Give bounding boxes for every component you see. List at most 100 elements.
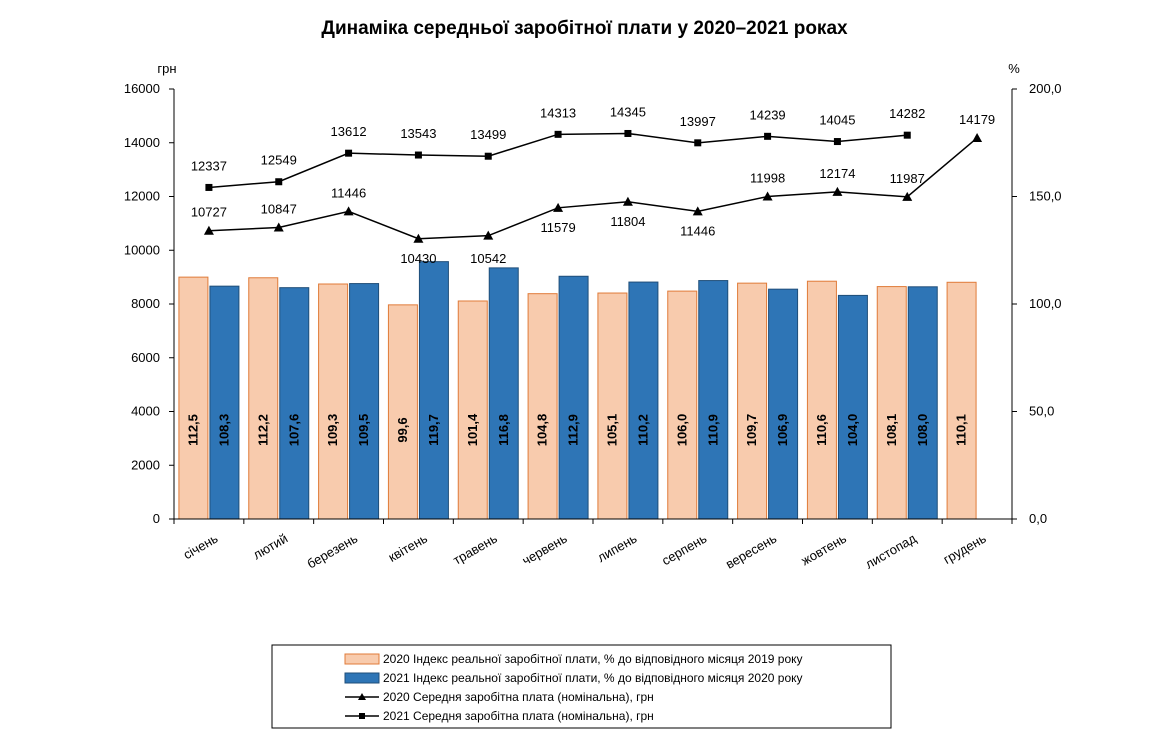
x-axis: січень лютий березень квітень травень червень… [173,518,1013,572]
line-2021-value-label: 12337 [191,158,227,173]
left-tick-label: 0 [153,511,160,526]
bar-value-label: 110,1 [954,414,969,446]
right-tick-label: 100,0 [1029,296,1062,311]
line-2020-value-label: 11579 [540,220,575,235]
bar-value-label: 112,2 [255,414,270,446]
line-2020-value-label: 10430 [400,251,436,266]
bar-2021 [628,281,659,520]
x-tick-label: лютий [250,531,290,563]
bar-value-label: 101,4 [465,413,480,446]
bar-2021 [349,283,380,520]
legend-label: 2021 Індекс реальної заробітної плати, %… [383,671,803,685]
line-2021-value-label: 13543 [400,126,436,141]
bar-2020 [597,292,628,520]
legend-label: 2021 Середня заробітна плата (номінальна… [383,709,654,723]
left-tick-label: 6000 [131,350,160,365]
bar-2021 [768,288,799,520]
bar-2021 [558,275,589,520]
legend-swatch [344,672,380,684]
bar-value-label: 109,3 [325,414,340,447]
bar-value-label: 110,9 [705,414,720,446]
point-2020 [413,233,424,243]
line-2021-value-label: 14345 [610,104,646,119]
bar-2021 [418,261,449,520]
line-2020-value-label: 11804 [610,214,645,229]
line-2020-value-label: 14179 [959,112,995,127]
right-tick-label: 150,0 [1029,189,1062,204]
bar-value-label: 107,6 [286,414,301,447]
left-tick-label: 8000 [131,296,160,311]
point-2021 [414,151,422,159]
line-2021-value-label: 13997 [680,114,716,129]
left-tick-label: 10000 [124,242,160,257]
point-2020 [692,206,703,216]
x-tick-label: липень [595,530,640,565]
x-tick-label: січень [181,530,221,562]
lines-layer: 12337 12549 13612 13543 13499 14313 14345 13997… [191,104,995,266]
right-tick-label: 50,0 [1029,404,1054,419]
bar-2020 [318,283,349,520]
right-tick-label: 200,0 [1029,81,1062,96]
line-2020-value-label: 11987 [890,171,925,186]
x-tick-label: листопад [863,530,920,571]
bar-value-label: 109,5 [356,414,371,447]
bar-value-label: 110,2 [635,414,650,446]
bar-2020 [248,277,279,520]
bar-2020 [946,281,977,520]
x-tick-label: березень [304,530,360,571]
bar-2020 [527,293,558,520]
bar-2020 [876,286,907,520]
right-axis: 0,0 50,0 100,0 150,0 200,0% [1008,61,1061,526]
bars-layer: 112,5 112,2 109,3 99,6 101,4 104,8 105,1 106,0 1… [178,261,977,520]
x-tick-label: червень [519,531,569,569]
bar-2020 [737,282,768,520]
line-2021-value-label: 14045 [819,113,855,128]
left-tick-label: 12000 [124,189,160,204]
point-2020 [203,225,214,235]
bar-value-label: 105,1 [604,414,619,447]
bar-value-label: 110,6 [814,414,829,446]
chart-title: Динаміка середньої заробітної плати у 20… [321,18,848,39]
left-axis-unit: грн [157,61,176,76]
point-2020 [483,230,494,240]
bar-value-label: 109,7 [744,414,759,447]
legend-label: 2020 Індекс реальної заробітної плати, %… [383,652,803,666]
bar-value-label: 104,8 [535,414,550,447]
x-tick-label: вересень [723,530,779,571]
x-tick-label: грудень [941,530,989,566]
bar-2020 [457,300,488,520]
line-2020-value-label: 10727 [191,205,227,220]
legend-swatch [344,653,380,665]
legend-label: 2020 Середня заробітна плата (номінальна… [383,690,654,704]
right-tick-label: 0,0 [1029,511,1047,526]
point-2021 [275,178,283,186]
line-2021-value-label: 14313 [540,105,576,120]
x-tick-label: жовтень [799,530,850,568]
legend-marker [358,693,366,700]
line-2020-value-label: 10542 [470,251,506,266]
line-triangle-series [208,137,978,240]
point-2021 [624,129,632,137]
line-2021-value-label: 14239 [750,107,786,122]
line-2020-value-label: 10847 [261,201,297,216]
bar-2021 [279,287,310,520]
line-2021-value-label: 12549 [261,153,297,168]
legend-marker [359,713,365,719]
line-2020-value-label: 11998 [750,171,785,186]
point-2021 [554,130,562,138]
left-axis: 0 2000 4000 6000 8000 10000 12000 14000 16000 грн [124,61,177,526]
line-2021-value-label: 13612 [331,124,367,139]
left-tick-label: 16000 [124,81,160,96]
bar-value-label: 112,5 [185,414,200,446]
bar-value-label: 108,1 [884,414,899,447]
point-2020 [622,196,633,206]
bar-value-label: 104,0 [845,414,860,447]
point-2021 [764,132,772,140]
bar-2021 [907,286,938,520]
bar-value-label: 119,7 [426,414,441,446]
point-2020 [273,222,284,232]
bar-value-label: 106,0 [674,414,689,447]
point-2020 [972,132,983,142]
line-2021-value-label: 14282 [889,106,925,121]
